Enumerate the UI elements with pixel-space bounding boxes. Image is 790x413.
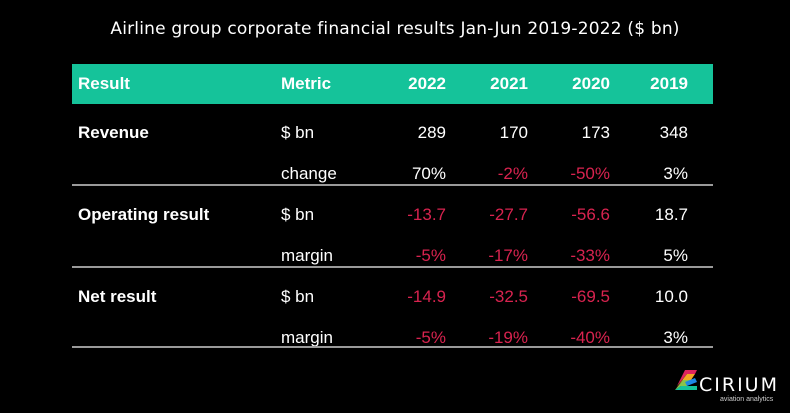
value-cell: 3% — [663, 328, 688, 347]
row-label: Net result — [78, 287, 157, 306]
value-cell: 3% — [663, 164, 688, 183]
divider-net — [72, 346, 713, 348]
header-2020: 2020 — [572, 74, 610, 93]
value-cell: 70% — [411, 164, 446, 183]
header-2021: 2021 — [490, 74, 528, 93]
logo-text: CIRIUM — [699, 374, 779, 396]
value-cell: -17% — [488, 246, 528, 265]
value-cell: -33% — [570, 246, 610, 265]
header-2019: 2019 — [650, 74, 688, 93]
metric-label: change — [281, 164, 337, 183]
value-cell: -5% — [415, 328, 446, 347]
value-cell: -19% — [488, 328, 528, 347]
value-cell: 18.7 — [654, 205, 688, 224]
value-cell: 170 — [499, 123, 528, 142]
value-cell: -32.5 — [489, 287, 528, 306]
value-cell: -56.6 — [571, 205, 610, 224]
value-cell: -69.5 — [571, 287, 610, 306]
value-cell: -13.7 — [407, 205, 446, 224]
value-cell: -40% — [570, 328, 610, 347]
cirium-logo-icon — [675, 370, 697, 390]
header-metric: Metric — [281, 74, 332, 93]
value-cell: -50% — [570, 164, 610, 183]
header-2022: 2022 — [408, 74, 446, 93]
metric-label: margin — [281, 328, 333, 347]
table-header — [72, 64, 713, 104]
row-label: Revenue — [78, 123, 149, 142]
value-cell: 289 — [417, 123, 446, 142]
value-cell: -5% — [415, 246, 446, 265]
value-cell: -27.7 — [489, 205, 528, 224]
value-cell: 173 — [581, 123, 610, 142]
value-cell: -2% — [497, 164, 528, 183]
divider-operating — [72, 266, 713, 268]
metric-label: $ bn — [281, 123, 315, 142]
value-cell: -14.9 — [407, 287, 446, 306]
metric-label: $ bn — [281, 205, 315, 224]
metric-label: $ bn — [281, 287, 315, 306]
value-cell: 5% — [663, 246, 688, 265]
chart-title: Airline group corporate financial result… — [110, 19, 680, 39]
value-cell: 348 — [659, 123, 688, 142]
divider-revenue — [72, 184, 713, 186]
header-result: Result — [78, 74, 130, 93]
metric-label: margin — [281, 246, 333, 265]
logo-tagline: aviation analytics — [720, 396, 774, 403]
row-label: Operating result — [78, 205, 210, 224]
value-cell: 10.0 — [654, 287, 688, 306]
